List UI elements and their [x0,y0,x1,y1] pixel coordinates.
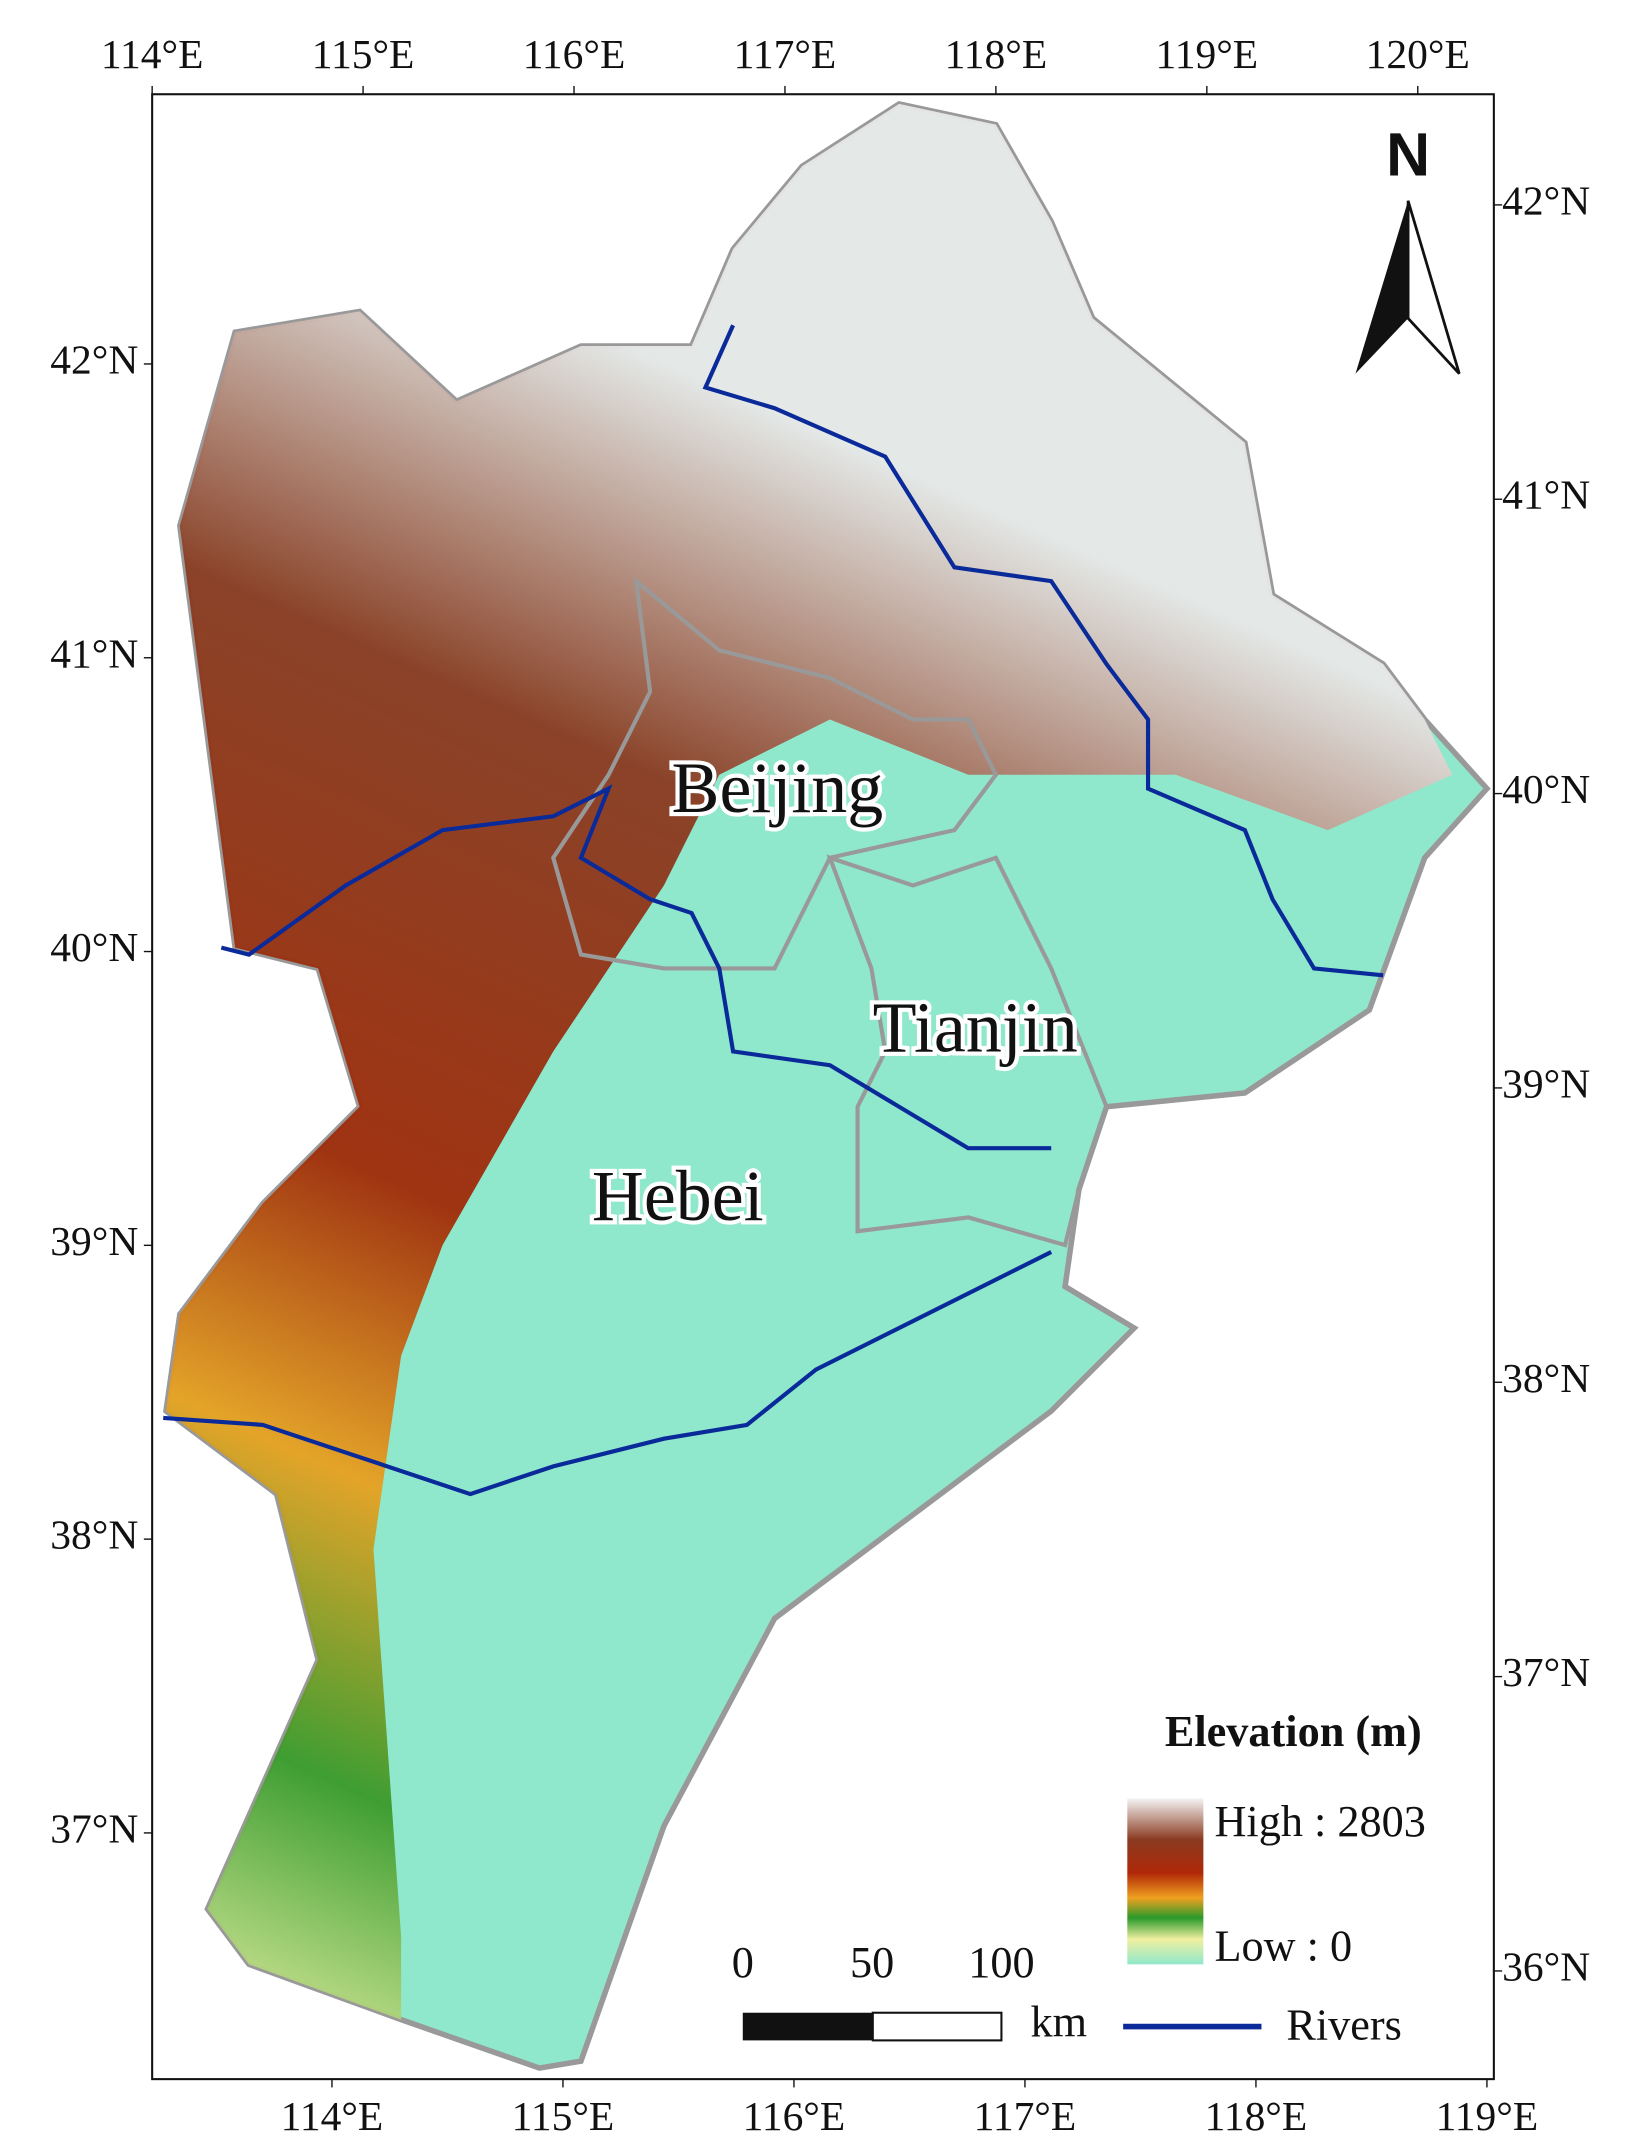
region-label: Beijing [671,748,883,828]
scale-bar-white [871,2011,1003,2042]
legend-rivers: Rivers [1286,2000,1402,2049]
right-tick-label: 40°N [1502,766,1590,812]
top-tick-label: 117°E [734,31,837,77]
scale-label: 0 [732,1938,754,1987]
bottom-tick-label: 115°E [512,2093,615,2139]
right-tick-label: 38°N [1502,1355,1590,1401]
region-label: Tianjin [873,987,1078,1067]
bottom-tick-label: 116°E [743,2093,846,2139]
top-tick-label: 116°E [523,31,626,77]
right-tick-label: 36°N [1502,1943,1590,1989]
legend-low: Low : 0 [1214,1922,1352,1971]
mountains [165,103,1453,2020]
top-tick-label: 119°E [1156,31,1259,77]
north-label: N [1386,120,1430,188]
left-tick-label: 37°N [50,1805,138,1851]
region-label: Hebei [592,1156,764,1236]
right-tick-label: 41°N [1502,472,1590,518]
scale-label: 100 [968,1938,1034,1987]
right-tick-label: 39°N [1502,1060,1590,1106]
bottom-tick-label: 118°E [1205,2093,1308,2139]
rivers [163,324,1384,1497]
scale-unit: km [1030,1998,1087,2047]
bottom-tick-label: 119°E [1436,2093,1539,2139]
legend-ramp [1127,1798,1204,1965]
left-tick-label: 38°N [50,1512,138,1558]
bottom-tick-label: 114°E [281,2093,384,2139]
legend-title: Elevation (m) [1165,1707,1422,1756]
right-tick-label: 37°N [1502,1649,1590,1695]
left-tick-label: 40°N [50,924,138,970]
top-tick-label: 118°E [945,31,1048,77]
bottom-tick-label: 117°E [974,2093,1077,2139]
top-tick-label: 120°E [1366,31,1470,77]
left-tick-label: 42°N [50,336,138,382]
right-tick-label: 42°N [1502,177,1590,223]
top-tick-label: 114°E [101,31,204,77]
scale-bar-black [742,2012,873,2041]
left-tick-label: 41°N [50,630,138,676]
left-tick-label: 39°N [50,1218,138,1264]
top-tick-label: 115°E [312,31,415,77]
tianjin-border [826,854,1109,1248]
scale-label: 50 [850,1938,894,1987]
legend-high: High : 2803 [1214,1797,1425,1846]
